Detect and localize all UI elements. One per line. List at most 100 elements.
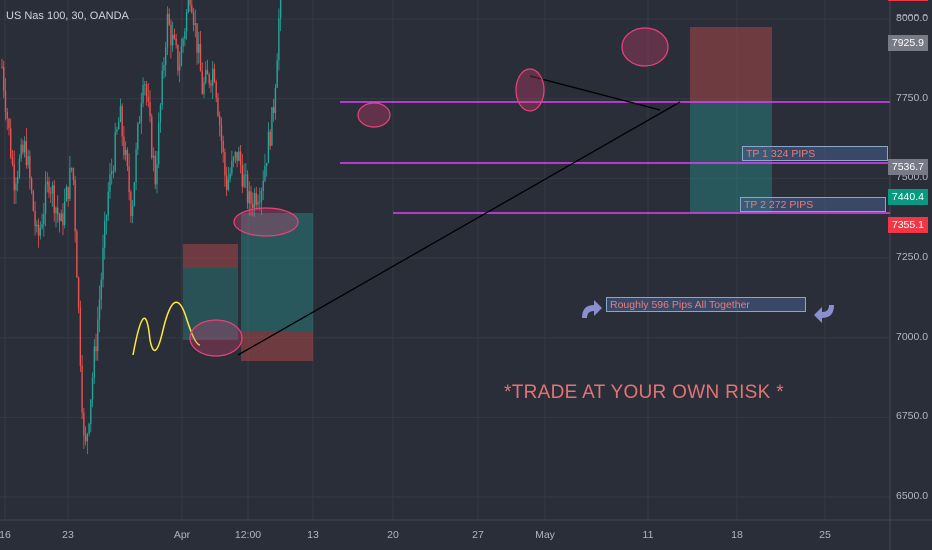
- candle-body-81: [142, 84, 144, 104]
- candle-body-67: [117, 121, 120, 130]
- candle-body-19: [34, 211, 36, 227]
- roughly-pips-annotation: Roughly 596 Pips All Together: [606, 297, 806, 312]
- x-tick-1: 23: [62, 529, 74, 541]
- candle-body-31: [55, 207, 57, 214]
- candle-body-36: [63, 201, 66, 226]
- candle-body-157: [274, 87, 277, 113]
- x-tick-0: 16: [0, 529, 11, 541]
- candle-body-120: [210, 83, 212, 86]
- candle-body-108: [189, 0, 191, 5]
- candle-body-20: [36, 224, 38, 227]
- candle-body-5: [10, 128, 12, 157]
- candle-body-53: [93, 346, 95, 378]
- candle-body-12: [22, 144, 24, 153]
- x-tick-3: 12:00: [234, 529, 262, 541]
- candle-body-76: [133, 182, 136, 206]
- candle-body-144: [252, 203, 254, 209]
- candle-body-65: [114, 132, 116, 171]
- candle-body-52: [91, 377, 94, 400]
- ellipse-bottom: [189, 319, 243, 357]
- candle-body-23: [41, 224, 43, 228]
- descending-trendline: [529, 75, 661, 111]
- y-tick-3: 7750.0: [896, 91, 929, 104]
- candle-body-1: [3, 67, 5, 91]
- candle-body-15: [27, 156, 29, 166]
- candle-body-122: [213, 68, 216, 82]
- candle-body-138: [241, 165, 244, 187]
- arrow-icon-right: [814, 305, 834, 323]
- candle-body-58: [102, 247, 104, 280]
- ellipse-top-2: [515, 68, 545, 112]
- price-tag-15: 7355.1: [887, 216, 928, 233]
- x-tick-2: Apr: [173, 529, 191, 541]
- y-tick-top: 9500.0: [896, 10, 928, 16]
- candle-body-156: [272, 107, 275, 113]
- candle-body-63: [111, 171, 113, 175]
- candle-body-35: [62, 213, 64, 226]
- candle-body-140: [245, 174, 247, 176]
- candle-body-72: [126, 149, 129, 167]
- candle-body-32: [57, 207, 59, 215]
- candle-body-80: [140, 103, 143, 122]
- candle-body-100: [175, 38, 177, 46]
- candle-body-146: [255, 193, 257, 205]
- x-tick-7: May: [535, 529, 555, 541]
- x-tick-9: 18: [731, 529, 743, 541]
- candle-body-87: [152, 155, 155, 158]
- candle-body-101: [177, 45, 179, 71]
- candle-body-90: [158, 122, 160, 165]
- candle-body-113: [198, 44, 200, 53]
- candle-body-139: [243, 174, 245, 187]
- candle-body-22: [39, 227, 42, 236]
- candle-body-40: [70, 168, 73, 170]
- candle-body-159: [278, 18, 280, 61]
- candle-body-134: [234, 151, 237, 158]
- candle-body-152: [265, 163, 268, 166]
- y-tick-5: 7250.0: [896, 251, 929, 264]
- candle-body-124: [217, 97, 219, 116]
- candle-body-133: [232, 157, 235, 161]
- candle-body-93: [163, 65, 165, 71]
- candle-body-42: [74, 180, 76, 232]
- x-tick-4: 13: [307, 529, 319, 541]
- candle-body-109: [191, 4, 193, 13]
- price-tag-14: 7440.4: [887, 189, 928, 206]
- ellipse-breakout: [233, 207, 299, 237]
- tp1-annotation: TP 1 324 PIPS: [742, 146, 888, 161]
- candle-body-151: [264, 165, 266, 181]
- candle-body-8: [15, 183, 17, 191]
- candle-body-132: [231, 160, 233, 174]
- candle-body-33: [58, 214, 61, 222]
- candle-body-30: [53, 185, 55, 214]
- candle-body-61: [107, 191, 109, 216]
- candle-body-99: [173, 34, 176, 39]
- candle-body-44: [77, 277, 80, 308]
- candle-body-45: [79, 307, 82, 367]
- candle-body-47: [83, 412, 85, 436]
- ascending-trendline: [237, 101, 681, 356]
- candle-body-41: [72, 168, 75, 181]
- candle-body-97: [170, 24, 172, 46]
- candle-body-51: [90, 399, 92, 424]
- candle-body-0: [1, 66, 3, 68]
- candle-body-98: [171, 34, 174, 46]
- candle-body-147: [257, 201, 259, 205]
- candle-body-73: [128, 166, 130, 193]
- price-tag-12: 7925.9: [887, 34, 928, 51]
- candle-body-131: [229, 173, 231, 180]
- price-tag-11: 8081.6: [887, 0, 928, 2]
- candle-body-137: [239, 151, 242, 166]
- y-tick-6: 7000.0: [896, 330, 929, 343]
- y-tick-8: 6500.0: [896, 490, 929, 502]
- long-zone-2: [241, 213, 313, 331]
- risk-warning: *TRADE AT YOUR OWN RISK *: [504, 382, 784, 403]
- candle-body-59: [104, 220, 106, 248]
- candle-body-96: [168, 13, 170, 25]
- candle-body-126: [220, 124, 223, 141]
- chart-title: US Nas 100, 30, OANDA: [6, 10, 129, 22]
- candle-body-135: [236, 151, 238, 161]
- candle-body-14: [25, 141, 28, 166]
- candle-body-74: [130, 192, 132, 216]
- wave-curve: [132, 301, 201, 356]
